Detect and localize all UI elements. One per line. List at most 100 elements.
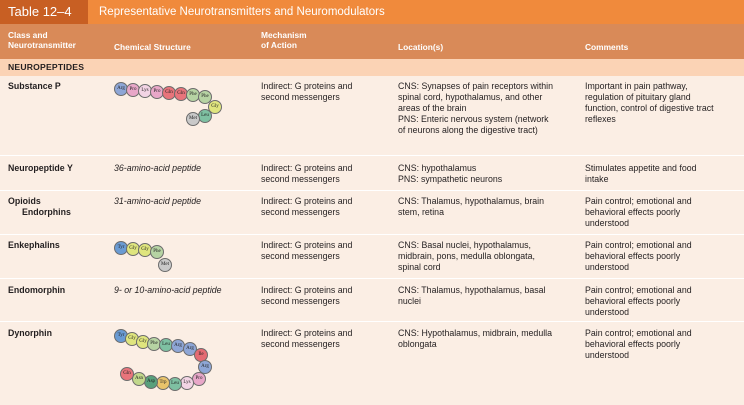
amino-acid-bead: Pro: [150, 85, 164, 99]
amino-acid-bead: Leu: [168, 377, 182, 391]
header-mechanism-line2: of Action: [261, 40, 297, 50]
class-name: Opioids: [8, 196, 41, 206]
cell-line: spinal cord, hypothalamus, and other: [398, 92, 543, 102]
cell-line: behavioral effects poorly: [585, 251, 681, 261]
cell-line: oblongata: [398, 339, 437, 349]
mechanism-cell: Indirect: G proteins and second messenger…: [261, 328, 387, 350]
table-row: Endomorphin 9- or 10-amino-acid peptide …: [0, 279, 744, 322]
cell-line: Pain control; emotional and: [585, 196, 692, 206]
mechanism-cell: Indirect: G proteins and second messenger…: [261, 81, 387, 103]
table-row: Opioids Endorphins 31-amino-acid peptide…: [0, 191, 744, 235]
location-cell: CNS: hypothalamus PNS: sympathetic neuron…: [398, 163, 580, 185]
amino-acid-bead: Trp: [156, 376, 170, 390]
table-title-bar: Table 12–4 Representative Neurotransmitt…: [0, 0, 744, 24]
cell-line: behavioral effects poorly: [585, 339, 681, 349]
comments-cell: Pain control; emotional and behavioral ef…: [585, 328, 739, 361]
table-title: Representative Neurotransmitters and Neu…: [99, 6, 385, 18]
cell-line: second messengers: [261, 207, 340, 217]
cell-line: second messengers: [261, 174, 340, 184]
amino-acid-bead: Asp: [144, 375, 158, 389]
amino-acid-bead: Phe: [186, 88, 200, 102]
subclass-name: Endorphins: [22, 207, 71, 217]
amino-acid-bead: Phe: [198, 90, 212, 104]
cell-line: Indirect: G proteins and: [261, 81, 353, 91]
cell-line: behavioral effects poorly: [585, 296, 681, 306]
neurotransmitter-name: Opioids Endorphins: [8, 196, 104, 218]
cell-line: intake: [585, 174, 609, 184]
structure-text: 31-amino-acid peptide: [114, 196, 202, 206]
comments-cell: Pain control; emotional and behavioral ef…: [585, 240, 739, 273]
header-location: Location(s): [398, 42, 444, 52]
cell-line: CNS: Thalamus, hypothalamus, basal: [398, 285, 546, 295]
location-cell: CNS: Synapses of pain receptors within sp…: [398, 81, 580, 136]
cell-line: second messengers: [261, 339, 340, 349]
amino-acid-bead: Gln: [120, 367, 134, 381]
cell-line: CNS: Thalamus, hypothalamus, brain: [398, 196, 545, 206]
cell-line: reflexes: [585, 114, 616, 124]
header-class-line2: Neurotransmitter: [8, 40, 76, 50]
header-class: Class and Neurotransmitter: [8, 30, 76, 50]
table-row: Enkephalins Tyr Gly Gly Phe Met Indirect: G …: [0, 235, 744, 279]
comments-cell: Important in pain pathway, regulation of …: [585, 81, 739, 125]
cell-line: Indirect: G proteins and: [261, 196, 353, 206]
cell-line: Indirect: G proteins and: [261, 328, 353, 338]
cell-line: Pain control; emotional and: [585, 285, 692, 295]
cell-line: of neurons along the digestive tract): [398, 125, 538, 135]
cell-line: understood: [585, 350, 630, 360]
structure-text: 9- or 10-amino-acid peptide: [114, 285, 222, 295]
cell-line: nuclei: [398, 296, 421, 306]
amino-acid-bead: Gly: [136, 335, 150, 349]
cell-line: regulation of pituitary gland: [585, 92, 691, 102]
cell-line: Indirect: G proteins and: [261, 285, 353, 295]
cell-line: Pain control; emotional and: [585, 240, 692, 250]
amino-acid-bead: Asn: [132, 372, 146, 386]
cell-line: understood: [585, 262, 630, 272]
amino-acid-bead: Arg: [198, 360, 212, 374]
amino-acid-bead: Pro: [192, 372, 206, 386]
cell-line: CNS: Hypothalamus, midbrain, medulla: [398, 328, 553, 338]
location-cell: CNS: Basal nuclei, hypothalamus, midbrain…: [398, 240, 580, 273]
cell-line: second messengers: [261, 92, 340, 102]
header-mechanism: Mechanism of Action: [261, 30, 307, 50]
cell-line: CNS: Synapses of pain receptors within: [398, 81, 553, 91]
amino-acid-bead: Leu: [198, 109, 212, 123]
cell-line: Pain control; emotional and: [585, 328, 692, 338]
cell-line: Stimulates appetite and food: [585, 163, 697, 173]
structure-text: 36-amino-acid peptide: [114, 163, 202, 173]
cell-line: second messengers: [261, 296, 340, 306]
cell-line: behavioral effects poorly: [585, 207, 681, 217]
comments-cell: Pain control; emotional and behavioral ef…: [585, 196, 739, 229]
neurotransmitter-name: Neuropeptide Y: [8, 163, 73, 173]
cell-line: PNS: sympathetic neurons: [398, 174, 503, 184]
mechanism-cell: Indirect: G proteins and second messenger…: [261, 163, 387, 185]
cell-line: areas of the brain: [398, 103, 467, 113]
neurotransmitter-name: Enkephalins: [8, 240, 60, 250]
cell-line: CNS: Basal nuclei, hypothalamus,: [398, 240, 531, 250]
amino-acid-bead: Met: [158, 258, 172, 272]
cell-line: CNS: hypothalamus: [398, 163, 477, 173]
amino-acid-bead: Phe: [150, 245, 164, 259]
cell-line: function, control of digestive tract: [585, 103, 714, 113]
cell-line: Important in pain pathway,: [585, 81, 688, 91]
location-cell: CNS: Hypothalamus, midbrain, medulla oblo…: [398, 328, 580, 350]
header-mechanism-line1: Mechanism: [261, 30, 307, 40]
cell-line: Indirect: G proteins and: [261, 240, 353, 250]
comments-cell: Pain control; emotional and behavioral ef…: [585, 285, 739, 318]
location-cell: CNS: Thalamus, hypothalamus, basal nuclei: [398, 285, 580, 307]
cell-line: second messengers: [261, 251, 340, 261]
neurotransmitter-name: Endomorphin: [8, 285, 66, 295]
amino-acid-bead: Gly: [208, 100, 222, 114]
table-row: Neuropeptide Y 36-amino-acid peptide Ind…: [0, 156, 744, 191]
table-row: Dynorphin Tyr Gly Gly Phe Leu Arg Arg Ile Arg Pro…: [0, 322, 744, 405]
cell-line: midbrain, pons, medulla oblongata,: [398, 251, 535, 261]
location-cell: CNS: Thalamus, hypothalamus, brain stem, …: [398, 196, 580, 218]
amino-acid-bead: Lys: [180, 376, 194, 390]
mechanism-cell: Indirect: G proteins and second messenger…: [261, 285, 387, 307]
cell-line: stem, retina: [398, 207, 444, 217]
cell-line: Indirect: G proteins and: [261, 163, 353, 173]
table-number: Table 12–4: [0, 0, 88, 24]
cell-line: understood: [585, 218, 630, 228]
cell-line: PNS: Enteric nervous system (network: [398, 114, 549, 124]
table-row: Substance P Arg Pro Lys Pro Gln Gln Phe Phe Gly L…: [0, 76, 744, 156]
mechanism-cell: Indirect: G proteins and second messenger…: [261, 240, 387, 262]
